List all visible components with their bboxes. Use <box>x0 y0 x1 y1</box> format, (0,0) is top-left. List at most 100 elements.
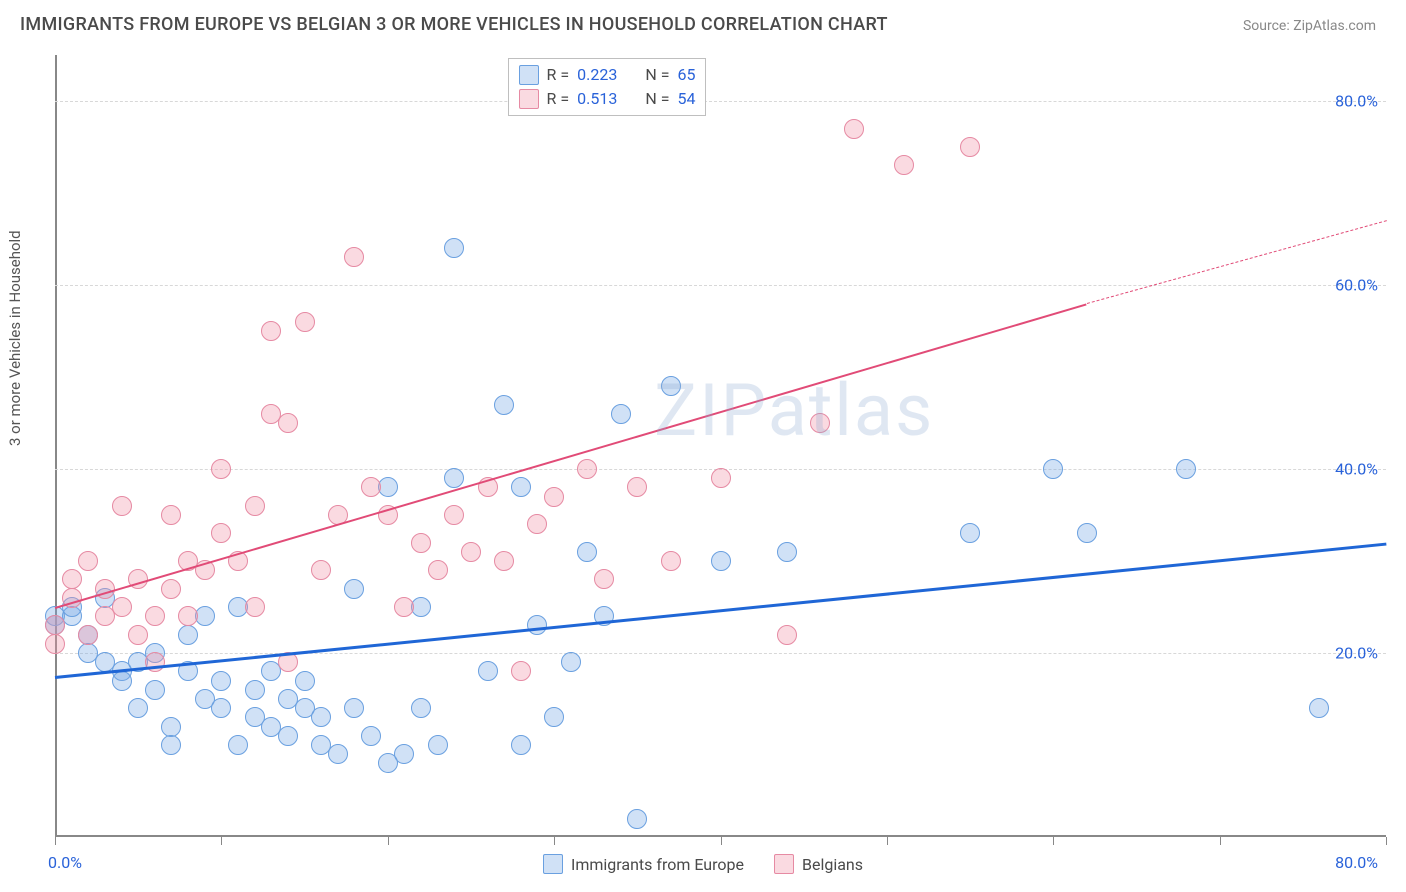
data-point <box>211 459 231 479</box>
legend-label: Belgians <box>802 855 863 874</box>
data-point <box>344 698 364 718</box>
source-label: Source: ZipAtlas.com <box>1243 18 1376 34</box>
swatch-icon <box>543 854 563 874</box>
data-point <box>711 468 731 488</box>
data-point <box>45 634 65 654</box>
data-point <box>128 698 148 718</box>
data-point <box>311 707 331 727</box>
data-point <box>661 551 681 571</box>
data-point <box>594 569 614 589</box>
legend-stat-row: R =0.513N =54 <box>519 87 696 111</box>
data-point <box>112 496 132 516</box>
data-point <box>295 671 315 691</box>
data-point <box>444 238 464 258</box>
data-point <box>1043 459 1063 479</box>
data-point <box>344 247 364 267</box>
data-point <box>161 735 181 755</box>
data-point <box>361 477 381 497</box>
data-point <box>478 661 498 681</box>
x-tick <box>55 837 56 845</box>
r-label: R = <box>547 63 570 87</box>
data-point <box>161 505 181 525</box>
n-value: 54 <box>678 87 696 111</box>
data-point <box>511 477 531 497</box>
data-point <box>611 404 631 424</box>
data-point <box>661 376 681 396</box>
x-tick <box>1386 837 1387 845</box>
data-point <box>411 533 431 553</box>
data-point <box>428 560 448 580</box>
data-point <box>577 542 597 562</box>
data-point <box>361 726 381 746</box>
data-point <box>527 514 547 534</box>
data-point <box>394 744 414 764</box>
x-tick <box>887 837 888 845</box>
data-point <box>711 551 731 571</box>
data-point <box>112 597 132 617</box>
data-point <box>311 560 331 580</box>
swatch-icon <box>774 854 794 874</box>
data-point <box>561 652 581 672</box>
data-point <box>211 523 231 543</box>
data-point <box>78 551 98 571</box>
data-point <box>145 606 165 626</box>
data-point <box>1309 698 1329 718</box>
data-point <box>544 487 564 507</box>
r-value: 0.513 <box>577 87 617 111</box>
x-tick <box>721 837 722 845</box>
data-point <box>112 671 132 691</box>
data-point <box>1176 459 1196 479</box>
plot-area <box>55 55 1386 837</box>
data-point <box>960 137 980 157</box>
data-point <box>245 680 265 700</box>
y-axis-label: 3 or more Vehicles in Household <box>6 230 24 446</box>
swatch-icon <box>519 89 539 109</box>
data-point <box>62 569 82 589</box>
data-point <box>1077 523 1097 543</box>
data-point <box>627 809 647 829</box>
data-point <box>444 505 464 525</box>
data-point <box>344 579 364 599</box>
legend-stats: R =0.223N =65R =0.513N =54 <box>508 58 707 116</box>
chart-title: IMMIGRANTS FROM EUROPE VS BELGIAN 3 OR M… <box>20 14 888 35</box>
data-point <box>777 542 797 562</box>
y-tick-label: 60.0% <box>1335 276 1378 295</box>
data-point <box>211 698 231 718</box>
data-point <box>844 119 864 139</box>
gridline <box>55 653 1386 654</box>
data-point <box>444 468 464 488</box>
y-tick-label: 20.0% <box>1335 644 1378 663</box>
y-tick-label: 40.0% <box>1335 460 1378 479</box>
data-point <box>394 597 414 617</box>
data-point <box>411 698 431 718</box>
data-point <box>810 413 830 433</box>
data-point <box>544 707 564 727</box>
data-point <box>211 671 231 691</box>
x-tick <box>221 837 222 845</box>
legend-stat-row: R =0.223N =65 <box>519 63 696 87</box>
data-point <box>328 744 348 764</box>
data-point <box>960 523 980 543</box>
n-value: 65 <box>678 63 696 87</box>
legend-item-europe: Immigrants from Europe <box>543 854 744 874</box>
gridline <box>55 101 1386 102</box>
data-point <box>161 717 181 737</box>
x-origin-label: 0.0% <box>48 853 82 872</box>
trend-line <box>55 303 1087 609</box>
swatch-icon <box>519 65 539 85</box>
r-value: 0.223 <box>577 63 617 87</box>
data-point <box>511 661 531 681</box>
data-point <box>428 735 448 755</box>
gridline <box>55 285 1386 286</box>
data-point <box>777 625 797 645</box>
data-point <box>527 615 547 635</box>
data-point <box>161 579 181 599</box>
data-point <box>278 413 298 433</box>
data-point <box>627 477 647 497</box>
data-point <box>45 615 65 635</box>
r-label: R = <box>547 87 570 111</box>
data-point <box>178 606 198 626</box>
data-point <box>461 542 481 562</box>
data-point <box>261 321 281 341</box>
data-point <box>245 597 265 617</box>
